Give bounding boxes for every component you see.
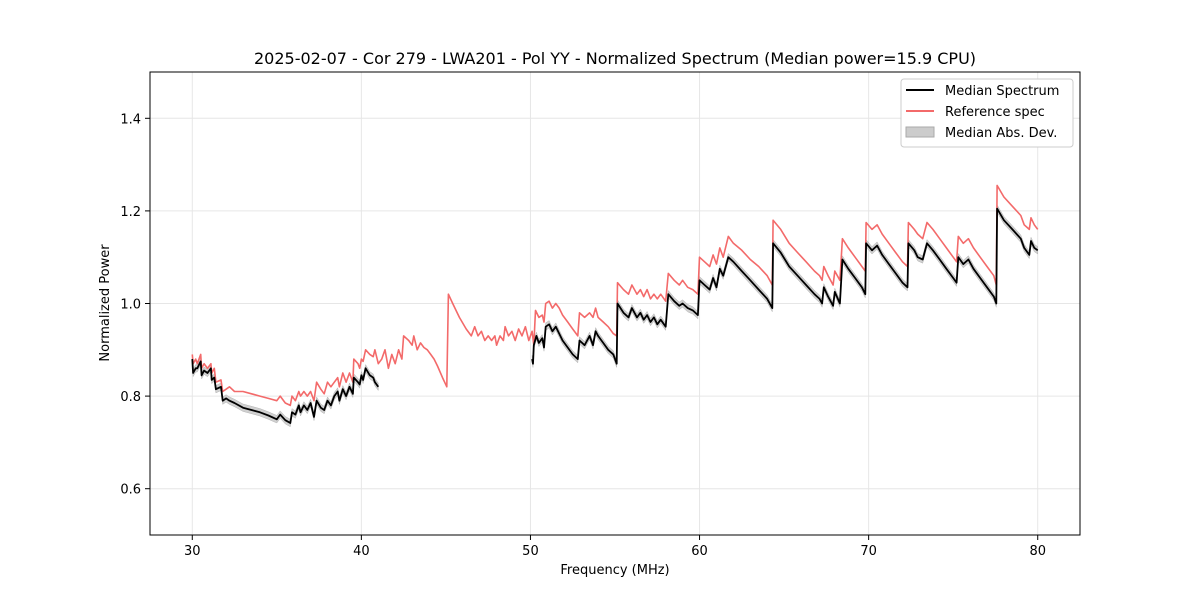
mad-band — [192, 355, 379, 428]
legend-mad-swatch — [905, 126, 935, 138]
y-tick-label: 1.4 — [120, 112, 141, 127]
chart-title: 2025-02-07 - Cor 279 - LWA201 - Pol YY -… — [254, 49, 976, 68]
x-tick-label: 60 — [691, 544, 708, 559]
median-spectrum-line — [531, 207, 1039, 365]
y-tick-label: 1.2 — [120, 205, 141, 220]
series-layer — [191, 184, 1039, 424]
x-axis-label: Frequency (MHz) — [560, 563, 669, 578]
x-tick-label: 80 — [1029, 544, 1046, 559]
legend-reference-label: Reference spec — [945, 105, 1045, 120]
y-axis-label: Normalized Power — [98, 244, 113, 362]
legend-median-label: Median Spectrum — [945, 84, 1059, 99]
x-tick-label: 50 — [522, 544, 539, 559]
x-tick-label: 30 — [184, 544, 201, 559]
y-tick-label: 1.0 — [120, 298, 141, 313]
y-tick-label: 0.8 — [120, 390, 141, 405]
legend: Median Spectrum Reference spec Median Ab… — [900, 78, 1074, 148]
legend-box — [900, 78, 1074, 148]
axis-ticks: 30 40 50 60 70 80 0.6 0.8 1.0 1.2 1.4 — [120, 112, 1046, 559]
y-tick-label: 0.6 — [120, 483, 141, 498]
x-tick-label: 70 — [860, 544, 877, 559]
legend-mad-label: Median Abs. Dev. — [945, 126, 1057, 141]
x-tick-label: 40 — [353, 544, 370, 559]
median-spectrum-line — [191, 359, 380, 424]
